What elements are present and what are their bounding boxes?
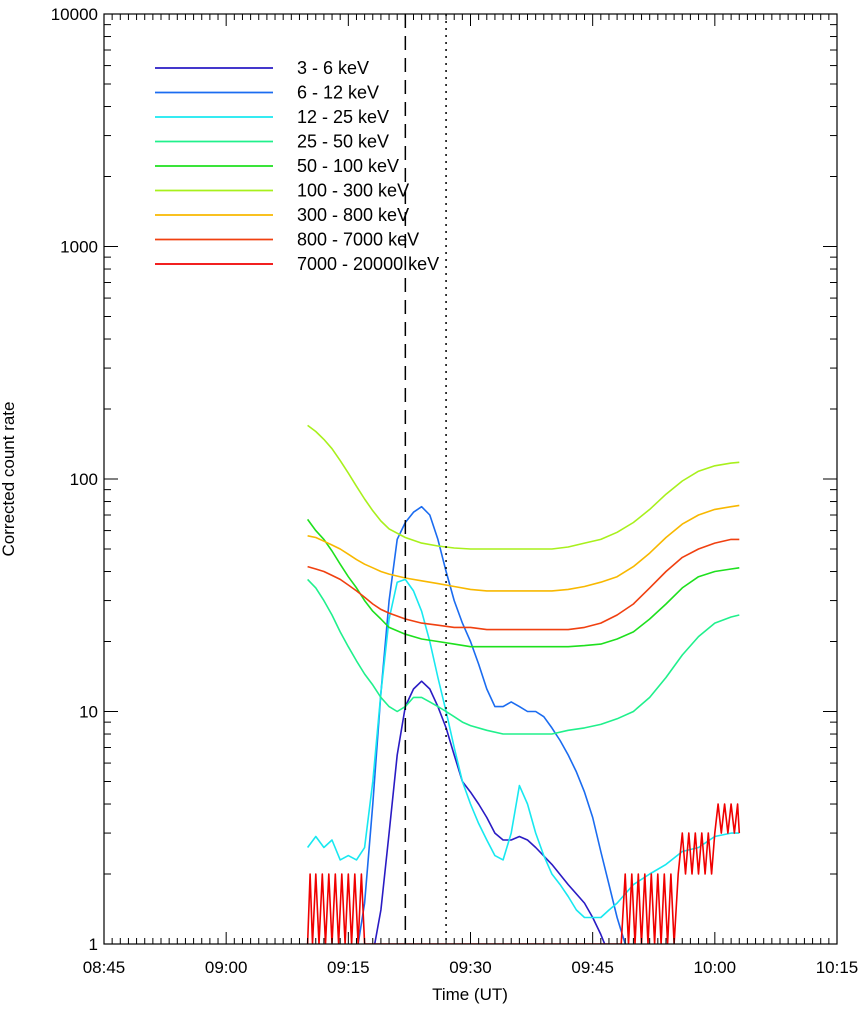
series-line-5 [306, 518, 740, 648]
legend-label: 7000 - 20000 keV [297, 254, 439, 274]
tick-labels: 08:45 09:00 09:15 09:30 09:45 10:00 10:15 1 10 10… [51, 5, 859, 977]
y-tick-label: 10 [79, 703, 98, 722]
x-tick-label: 09:00 [205, 958, 248, 977]
series-line-4 [307, 578, 740, 735]
series-line-1 [373, 680, 606, 944]
legend-label: 3 - 6 keV [297, 58, 369, 78]
series-line-2 [357, 505, 626, 944]
event-markers [404, 14, 447, 944]
x-tick-label: 09:45 [571, 958, 614, 977]
series-line-7 [307, 504, 740, 592]
legend-label: 100 - 300 keV [297, 181, 409, 201]
x-tick-label: 10:00 [694, 958, 737, 977]
series-line-6 [307, 424, 740, 550]
series-line-3 [306, 578, 740, 919]
axis-ticks [103, 13, 838, 945]
x-tick-label: 09:15 [327, 958, 370, 977]
series-layer [306, 424, 741, 944]
legend: 3 - 6 keV 6 - 12 keV 12 - 25 keV 25 - 50 ke… [155, 58, 439, 274]
series-line-8 [307, 538, 740, 631]
legend-label: 6 - 12 keV [297, 83, 379, 103]
y-tick-label: 1 [89, 935, 98, 954]
x-tick-label: 08:45 [83, 958, 126, 977]
legend-label: 25 - 50 keV [297, 132, 389, 152]
series-line-9 [306, 803, 741, 944]
x-axis-title: Time (UT) [432, 985, 508, 1004]
legend-label: 12 - 25 keV [297, 107, 389, 127]
legend-label: 50 - 100 keV [297, 156, 399, 176]
legend-label: 800 - 7000 keV [297, 230, 419, 250]
y-axis-title: Corrected count rate [0, 402, 18, 557]
y-tick-label: 10000 [51, 5, 98, 24]
x-tick-label: 09:30 [449, 958, 492, 977]
y-tick-label: 100 [70, 470, 98, 489]
x-tick-label: 10:15 [816, 958, 859, 977]
y-tick-label: 1000 [60, 238, 98, 257]
legend-label: 300 - 800 keV [297, 205, 409, 225]
